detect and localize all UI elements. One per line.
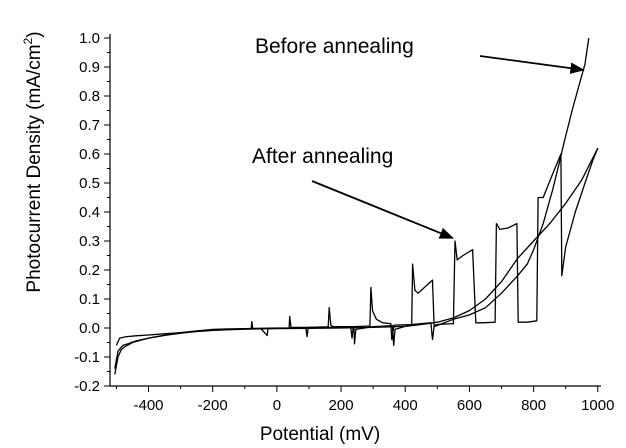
- y-tick-label: 0.5: [79, 175, 100, 192]
- x-tick-label: -400: [133, 397, 163, 414]
- annotation-arrow: [479, 55, 585, 74]
- y-axis-title: Photocurrent Density (mA/cm2): [21, 31, 45, 292]
- series-layer: [114, 37, 599, 375]
- x-tick-label: 0: [273, 397, 281, 414]
- y-tick-label: 0.8: [79, 88, 100, 105]
- x-tick-label: -200: [198, 397, 228, 414]
- x-tick-label: 1000: [581, 397, 614, 414]
- series-line: [115, 147, 599, 346]
- y-tick-label: 0.3: [79, 233, 100, 250]
- y-tick-label: 0.6: [79, 146, 100, 163]
- y-tick-label: 1.0: [79, 30, 100, 47]
- y-axis-title-main: Photocurrent Density (mA/cm: [24, 44, 45, 292]
- y-axis: -0.2 -0.1 0.0 0.1 0.2 0.3 0.4 0.5 0.6 0.7 0.8 0.9 1.…: [74, 30, 110, 395]
- y-tick-label: 0.0: [79, 320, 100, 337]
- y-axis-title-superscript: 2: [21, 37, 35, 44]
- x-tick-label: 400: [393, 397, 418, 414]
- x-tick-label: 800: [521, 397, 546, 414]
- y-tick-label: -0.2: [74, 378, 100, 395]
- y-tick-label: 0.2: [79, 262, 100, 279]
- annotations: Before annealing After annealing: [252, 35, 585, 239]
- y-tick-label: -0.1: [74, 349, 100, 366]
- y-tick-label: 0.1: [79, 291, 100, 308]
- x-axis-title: Potential (mV): [260, 424, 380, 445]
- y-axis-title-close: ): [24, 31, 45, 37]
- x-tick-label: 200: [329, 397, 354, 414]
- x-axis: -400 -200 0 200 400 600 800 1000: [115, 386, 614, 414]
- y-tick-label: 0.9: [79, 59, 100, 76]
- x-tick-label: 600: [457, 397, 482, 414]
- series-line: [114, 147, 599, 375]
- annotation-label: Before annealing: [255, 35, 414, 58]
- y-tick-label: 0.4: [79, 204, 100, 221]
- plot-area: [109, 34, 601, 387]
- y-tick-label: 0.7: [79, 117, 100, 134]
- annotation-label: After annealing: [252, 145, 393, 168]
- annotation-arrow: [311, 180, 455, 239]
